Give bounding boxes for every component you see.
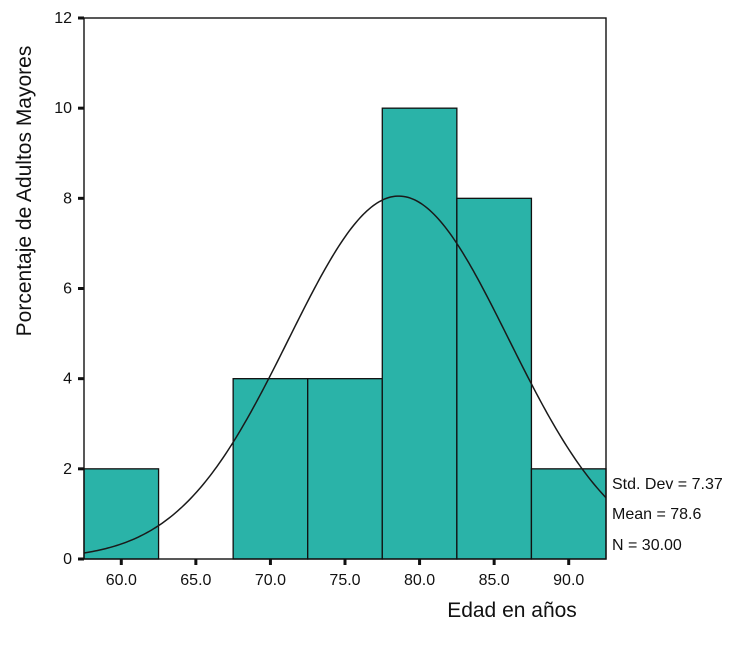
histogram-bars — [83, 107, 607, 560]
x-tick-label: 80.0 — [404, 572, 435, 589]
histogram-bar — [232, 378, 309, 560]
y-tick-label: 8 — [63, 190, 72, 207]
histogram-bar — [83, 468, 160, 560]
y-tick-label: 4 — [63, 371, 72, 388]
y-tick-label: 0 — [63, 551, 72, 568]
y-axis-ticks: 0 2 4 6 8 10 12 — [54, 10, 84, 568]
histogram-bar — [456, 197, 533, 560]
histogram-bar — [381, 107, 458, 560]
x-tick-label: 60.0 — [106, 572, 137, 589]
stat-n: N = 30.00 — [612, 537, 682, 554]
normal-curve — [83, 195, 607, 554]
x-tick-label: 85.0 — [479, 572, 510, 589]
y-tick-label: 10 — [54, 100, 72, 117]
histogram-bar — [530, 468, 607, 560]
x-axis-ticks: 60.0 65.0 70.0 75.0 80.0 85.0 90.0 — [106, 559, 584, 589]
stat-std-dev: Std. Dev = 7.37 — [612, 476, 723, 493]
x-axis-title: Edad en años — [447, 599, 577, 622]
histogram-bar — [307, 378, 383, 560]
x-tick-label: 75.0 — [329, 572, 360, 589]
x-tick-label: 90.0 — [553, 572, 584, 589]
y-tick-label: 12 — [54, 10, 72, 27]
stat-mean: Mean = 78.6 — [612, 506, 702, 523]
y-axis-title: Porcentaje de Adultos Mayores — [13, 46, 36, 337]
x-tick-label: 70.0 — [255, 572, 286, 589]
y-tick-label: 2 — [63, 461, 72, 478]
y-tick-label: 6 — [63, 281, 72, 298]
x-tick-label: 65.0 — [180, 572, 211, 589]
